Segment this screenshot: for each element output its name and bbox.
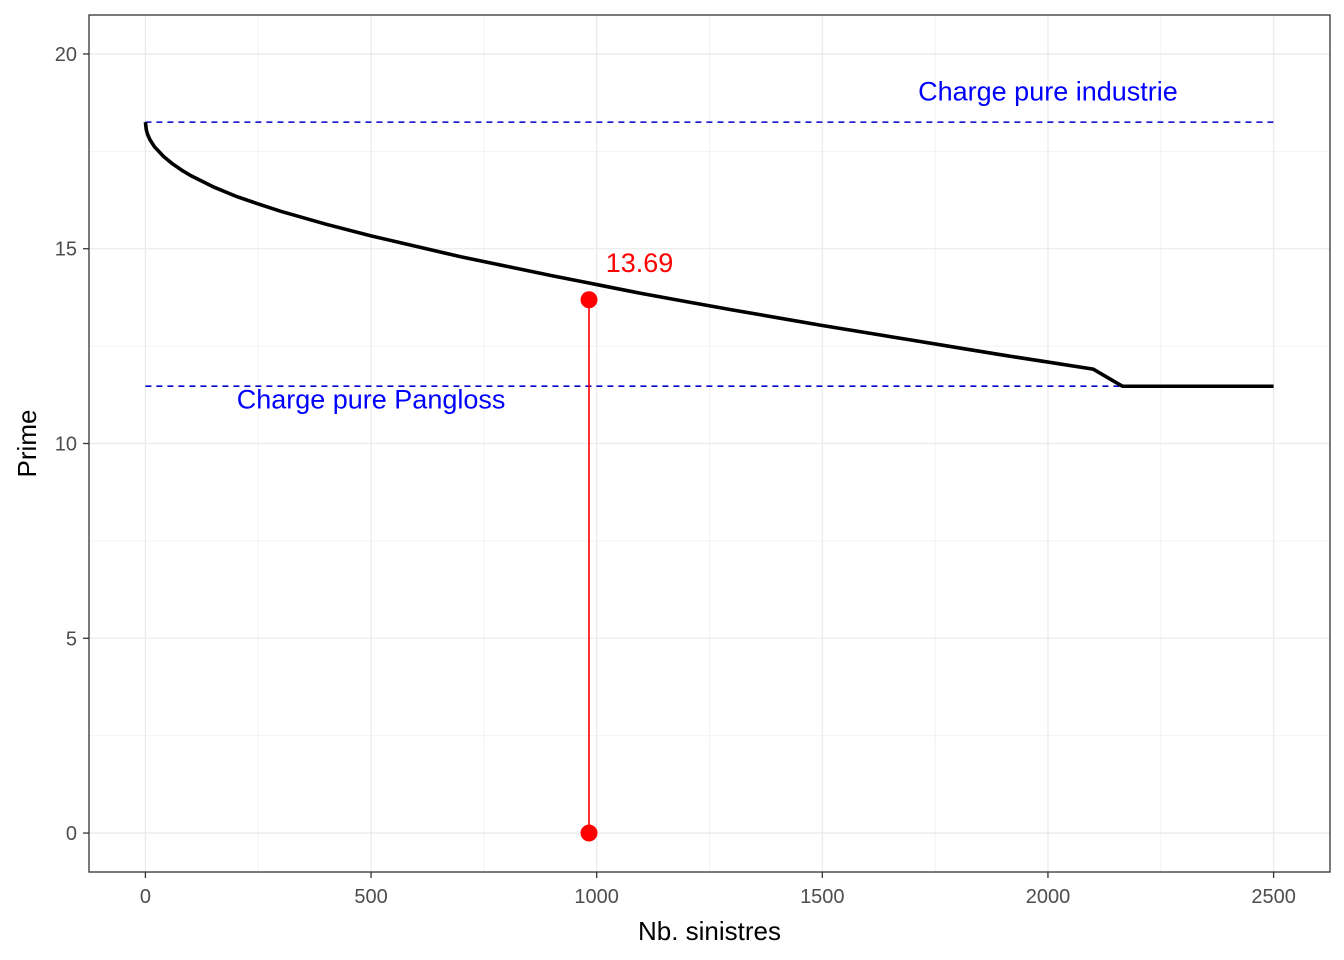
y-tick-label: 0 (66, 823, 77, 845)
annotation-2: Charge pure Pangloss (237, 384, 506, 414)
x-tick-label: 0 (140, 886, 151, 908)
series-line-1 (143, 121, 1274, 389)
highlight-point-bottom (580, 824, 598, 842)
y-axis: 0 5 10 15 20 (55, 44, 89, 845)
annotations: Charge pure industrie Charge pure Panglos… (237, 77, 1178, 415)
highlight-segment (580, 291, 598, 842)
reference-lines (145, 121, 1274, 388)
annotation-1: Charge pure industrie (918, 77, 1178, 107)
grid-lines (89, 15, 1330, 872)
y-tick-label: 15 (55, 239, 77, 261)
x-tick-label: 500 (354, 886, 387, 908)
x-tick-label: 2500 (1251, 886, 1296, 908)
series-lines (143, 121, 1274, 389)
x-axis-title: Nb. sinistres (638, 916, 781, 946)
x-tick-label: 1000 (574, 886, 619, 908)
x-axis: 0 500 1000 1500 2000 2500 (140, 872, 1296, 908)
y-axis-title: Prime (12, 410, 42, 478)
y-tick-label: 5 (66, 628, 77, 650)
x-tick-label: 2000 (1026, 886, 1071, 908)
x-tick-label: 1500 (800, 886, 845, 908)
y-tick-label: 10 (55, 434, 77, 456)
y-tick-label: 20 (55, 44, 77, 66)
highlight-point-top (580, 291, 598, 309)
annotation-3: 13.69 (606, 248, 674, 278)
